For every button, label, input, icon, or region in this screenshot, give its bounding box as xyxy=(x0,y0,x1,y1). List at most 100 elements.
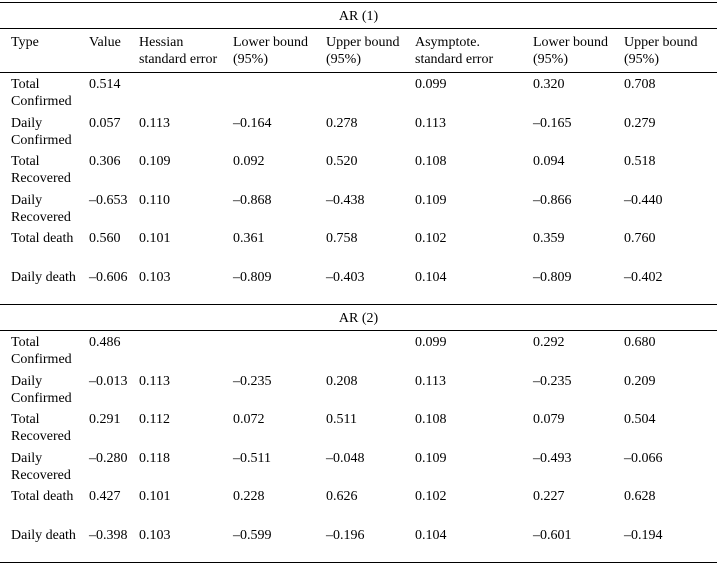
table-cell: 0.099 xyxy=(415,77,447,92)
data-row: Daily death –0.606 0.103 –0.809 –0.403 0.104 –… xyxy=(0,266,717,305)
section-title: AR (2) xyxy=(0,304,717,331)
table-cell: 0.209 xyxy=(624,373,656,389)
row-type: Daily Confirmed xyxy=(11,115,72,148)
table-cell: 0.518 xyxy=(624,154,656,169)
data-row: Daily death –0.398 0.103 –0.599 –0.196 0.104–… xyxy=(0,523,717,563)
data-row: Total death 0.427 0.101 0.228 0.626 0.102 0.22… xyxy=(0,485,717,524)
table-cell: 0.118 xyxy=(139,450,170,466)
table-cell: 0.102 xyxy=(415,489,447,504)
section-title-row: AR (2) xyxy=(0,304,717,331)
table-cell: 0.094 xyxy=(533,154,565,169)
column-header: Upper bound (95%) xyxy=(325,28,414,73)
table-cell: 0.108 xyxy=(415,412,447,427)
table-cell: –0.438 xyxy=(326,192,365,208)
header-row: Type Value Hessian standard error Lower bou… xyxy=(0,28,717,73)
table-cell: 0.102 xyxy=(415,231,447,246)
table-cell: 0.278 xyxy=(326,115,358,131)
row-type: Daily death xyxy=(0,523,88,563)
table-cell: 0.628 xyxy=(624,489,656,504)
table-cell: 0.359 xyxy=(533,231,565,246)
table-cell: 0.104 xyxy=(415,269,447,285)
table-cell: –0.606 xyxy=(89,269,128,285)
table-cell: –0.196 xyxy=(325,523,414,563)
table-cell: –0.440 xyxy=(624,192,663,208)
table-cell: –0.235 xyxy=(533,373,572,389)
column-header: Upper bound (95%) xyxy=(623,28,717,73)
table-cell: 0.279 xyxy=(624,115,656,131)
table-cell: –0.493 xyxy=(533,450,572,466)
table-cell: 0.760 xyxy=(624,231,656,246)
table-cell: 0.306 xyxy=(89,154,121,169)
table-cell: 0.108 xyxy=(415,154,447,169)
table-cell: –0.165 xyxy=(533,115,572,131)
table-cell xyxy=(232,331,325,370)
table-cell: –0.601 xyxy=(532,523,623,563)
table-cell xyxy=(325,331,414,370)
table-cell: 0.520 xyxy=(326,154,358,169)
table-cell: 0.099 xyxy=(415,335,447,350)
row-type: Daily Confirmed xyxy=(11,373,72,406)
data-row: Total death 0.560 0.101 0.361 0.758 0.102 0.35… xyxy=(0,227,717,266)
data-row: Daily Recovered –0.653 0.110 –0.868 –0.438 0.… xyxy=(0,189,717,228)
data-row: Daily Confirmed 0.057 0.113 –0.164 0.278 0.11… xyxy=(0,112,717,151)
table-cell: –0.402 xyxy=(624,269,663,285)
row-type: Total Recovered xyxy=(11,154,71,186)
table-cell xyxy=(138,73,232,112)
column-header: Lower bound (95%) xyxy=(232,28,325,73)
column-header: Value xyxy=(88,28,138,73)
row-type: Total Confirmed xyxy=(11,77,72,109)
table-cell: 0.109 xyxy=(415,450,447,466)
data-row: Daily Confirmed –0.013 0.113 –0.235 0.208 0.1… xyxy=(0,370,717,409)
table-cell: 0.112 xyxy=(139,412,170,427)
table-cell: 0.514 xyxy=(89,77,121,92)
table-cell xyxy=(325,73,414,112)
table-cell: –0.511 xyxy=(233,450,271,466)
table-cell: –0.398 xyxy=(88,523,138,563)
data-row: Daily Recovered –0.280 0.118 –0.511 –0.048 0.… xyxy=(0,447,717,486)
table-cell: 0.504 xyxy=(624,412,656,427)
table-cell: 0.758 xyxy=(326,231,358,246)
data-row: Total Confirmed 0.486 0.099 0.292 0.680 xyxy=(0,331,717,370)
data-row: Total Recovered 0.306 0.109 0.092 0.520 0.108… xyxy=(0,150,717,189)
table-cell: –0.066 xyxy=(624,450,663,466)
row-type: Daily Recovered xyxy=(11,450,71,483)
table-cell: 0.057 xyxy=(89,115,121,131)
table-cell: 0.427 xyxy=(89,489,121,504)
table-cell: –0.653 xyxy=(89,192,128,208)
column-header: Asymptote. standard error xyxy=(414,28,532,73)
table-cell: 0.626 xyxy=(326,489,358,504)
table-cell: –0.013 xyxy=(89,373,128,389)
row-type: Total Confirmed xyxy=(11,335,72,367)
table-cell xyxy=(138,331,232,370)
table-cell: 0.291 xyxy=(89,412,121,427)
table-cell: 0.292 xyxy=(533,335,565,350)
column-header: Hessian standard error xyxy=(138,28,232,73)
table-cell: 0.072 xyxy=(233,412,265,427)
table-cell: 0.113 xyxy=(139,373,170,389)
table-cell: 0.110 xyxy=(139,192,170,208)
table-cell: 0.208 xyxy=(326,373,358,389)
table-cell: –0.048 xyxy=(326,450,365,466)
table-cell xyxy=(232,73,325,112)
table-cell: 0.109 xyxy=(415,192,447,208)
table-cell: 0.511 xyxy=(326,412,357,427)
table-cell: –0.280 xyxy=(89,450,128,466)
section-title-row: AR (1) xyxy=(0,2,717,29)
table-cell: 0.361 xyxy=(233,231,265,246)
table-cell: 0.103 xyxy=(139,269,171,285)
data-row: Total Confirmed 0.514 0.099 0.320 0.708 xyxy=(0,73,717,112)
table-cell: 0.092 xyxy=(233,154,265,169)
table-cell: 0.486 xyxy=(89,335,121,350)
section-title: AR (1) xyxy=(0,2,717,29)
table-cell: 0.708 xyxy=(624,77,656,92)
data-row: Total Recovered 0.291 0.112 0.072 0.511 0.108… xyxy=(0,408,717,447)
table-cell: –0.403 xyxy=(326,269,365,285)
table-cell: –0.194 xyxy=(623,523,717,563)
table-cell: –0.235 xyxy=(233,373,272,389)
table-cell: 0.101 xyxy=(139,489,171,504)
table-cell: 0.228 xyxy=(233,489,265,504)
table-cell: 0.101 xyxy=(139,231,171,246)
table-cell: 0.320 xyxy=(533,77,565,92)
